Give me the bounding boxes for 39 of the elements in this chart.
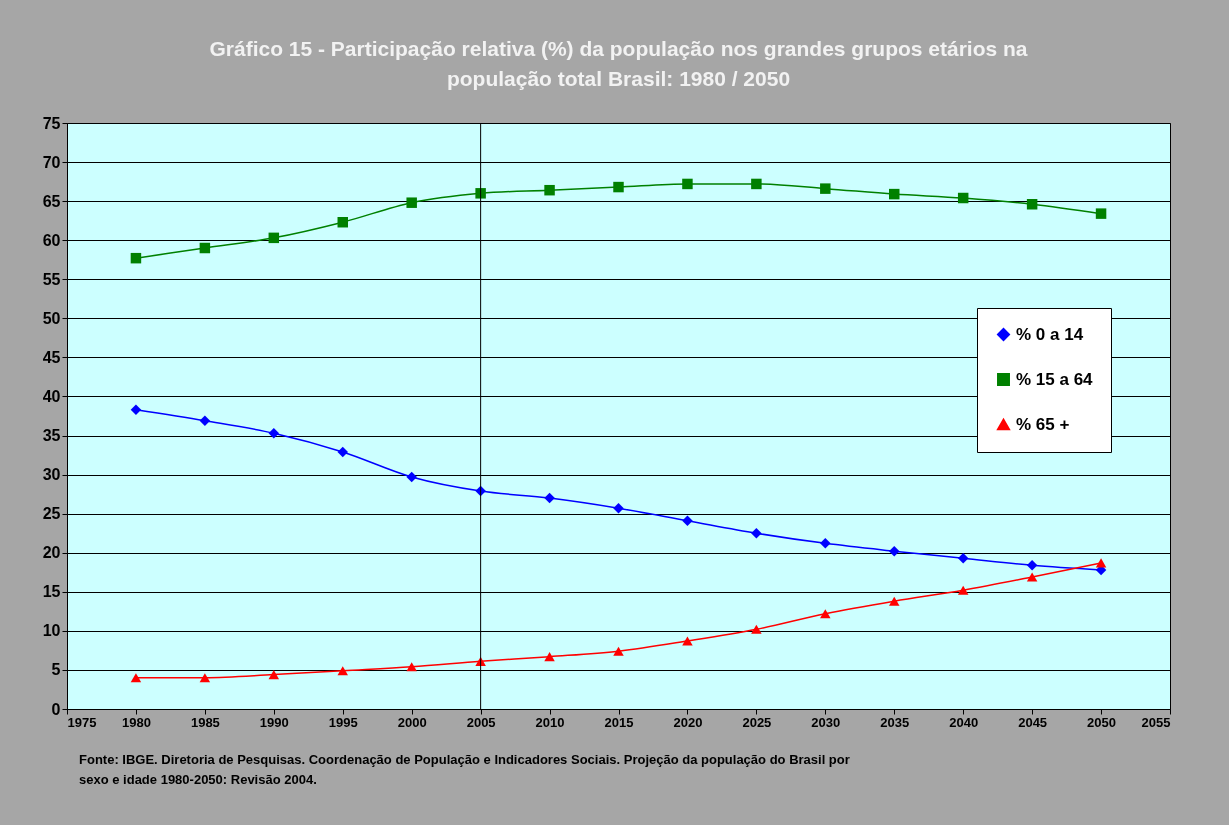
legend-label: % 0 a 14 [1016, 324, 1084, 344]
x-tick-label: 1990 [259, 714, 289, 730]
y-tick-label: 10 [42, 622, 61, 640]
x-tick-label: 2005 [466, 714, 496, 730]
source-note: Fonte: IBGE. Diretoria de Pesquisas. Coordenação de População e Indicadores Sociais. Projeção da população do Brasil por sexo e idade 1980-2050: Revisão 2004. [79, 752, 850, 787]
x-tick-label: 2015 [604, 714, 634, 730]
x-tick-label: 2050 [1087, 714, 1117, 730]
y-tick-label: 30 [42, 466, 61, 484]
y-tick-label: 55 [42, 270, 61, 288]
x-tick-label: 2055 [1141, 714, 1171, 730]
y-tick-label: 75 [42, 114, 61, 132]
y-tick-label: 20 [42, 544, 61, 562]
x-tick-label: 1980 [121, 714, 151, 730]
x-tick-label: 2045 [1018, 714, 1048, 730]
y-tick-label: 5 [51, 661, 61, 679]
x-tick-label: 2025 [742, 714, 772, 730]
y-tick-label: 25 [42, 505, 61, 523]
y-tick-label: 60 [42, 231, 61, 249]
y-tick-label: 35 [42, 427, 61, 445]
y-tick-label: 50 [42, 309, 61, 327]
y-tick-label: 15 [42, 583, 61, 601]
legend-label: % 65 + [1016, 414, 1070, 434]
x-tick-label: 2030 [811, 714, 841, 730]
text: população total Brasil: 1980 / 2050 [446, 67, 791, 90]
y-tick-label: 70 [42, 153, 61, 171]
x-tick-label: 1995 [328, 714, 358, 730]
x-tick-label: 2010 [535, 714, 565, 730]
x-tick-label: 2040 [949, 714, 979, 730]
y-tick-label: 0 [51, 700, 61, 718]
y-tick-label: 65 [42, 192, 61, 210]
x-tick-label: 2020 [673, 714, 703, 730]
y-tick-label: 40 [42, 387, 61, 405]
x-tick-label: 1975 [67, 714, 97, 730]
y-tick-label: 45 [42, 348, 61, 366]
text: Gráfico 15 - Participação relativa (%) da população nos grandes grupos etários na [209, 37, 1028, 60]
x-tick-label: 2035 [880, 714, 910, 730]
legend-label: % 15 a 64 [1016, 369, 1094, 389]
x-tick-label: 1985 [190, 714, 220, 730]
x-tick-label: 2000 [397, 714, 427, 730]
